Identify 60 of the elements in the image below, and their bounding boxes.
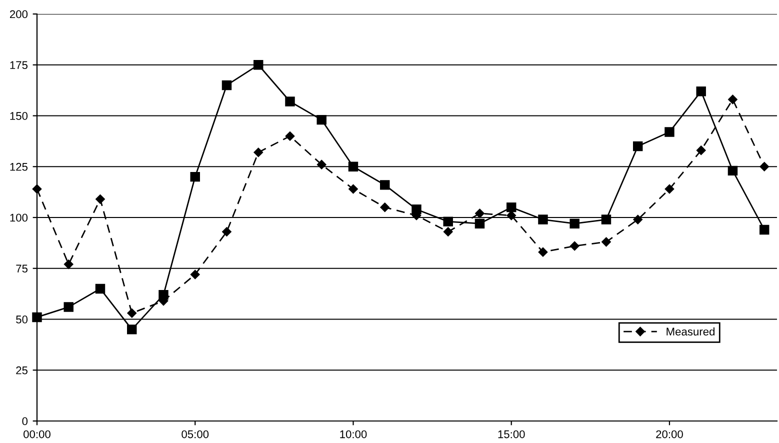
- point: [474, 218, 485, 228]
- point: [506, 210, 516, 220]
- y-tick-label: 200: [10, 10, 28, 18]
- point: [95, 284, 106, 294]
- point: [158, 290, 168, 300]
- point: [127, 308, 136, 318]
- point: [285, 96, 295, 106]
- y-tick-label: 0: [22, 417, 28, 426]
- point: [601, 214, 612, 224]
- point: [664, 184, 674, 194]
- point: [285, 131, 295, 141]
- y-tick-label: 25: [16, 366, 28, 374]
- point: [96, 194, 105, 204]
- point: [728, 94, 738, 104]
- y-tick-label: 150: [10, 112, 28, 120]
- x-tick-label: 20:00: [656, 430, 683, 438]
- point: [222, 80, 232, 90]
- point: [316, 160, 326, 170]
- point: [380, 202, 390, 212]
- y-tick-label: 100: [10, 214, 28, 222]
- point: [538, 214, 548, 224]
- point: [696, 146, 706, 155]
- y-tick-label: 50: [16, 316, 28, 324]
- point: [633, 214, 642, 224]
- point: [127, 324, 137, 334]
- x-tick-label: 05:00: [182, 430, 209, 438]
- point: [664, 127, 674, 137]
- x-tick-label: 10:00: [340, 430, 367, 438]
- point: [506, 202, 516, 212]
- point: [570, 218, 580, 228]
- point: [254, 60, 264, 70]
- point: [254, 148, 263, 158]
- legend-label: Measured: [666, 327, 714, 336]
- y-tick-label: 175: [10, 61, 28, 70]
- point: [190, 172, 200, 182]
- point: [632, 141, 643, 152]
- point: [348, 162, 358, 172]
- point: [759, 224, 770, 235]
- x-tick-label: 00:00: [24, 430, 50, 438]
- point: [190, 270, 200, 280]
- point: [570, 241, 580, 251]
- x-tick-label: 15:00: [498, 430, 525, 438]
- point: [760, 162, 769, 172]
- point: [728, 166, 738, 176]
- point: [316, 114, 326, 125]
- point: [222, 227, 232, 236]
- point: [443, 216, 453, 226]
- point: [412, 204, 422, 214]
- point: [538, 247, 548, 257]
- y-tick-label: 125: [10, 162, 28, 171]
- point: [64, 302, 74, 312]
- point: [380, 180, 390, 190]
- point: [475, 208, 484, 218]
- point: [602, 237, 611, 247]
- y-tick-label: 75: [16, 264, 28, 273]
- point: [348, 184, 358, 194]
- point: [443, 227, 453, 236]
- point: [64, 260, 74, 269]
- point: [696, 86, 706, 96]
- point: [32, 312, 42, 322]
